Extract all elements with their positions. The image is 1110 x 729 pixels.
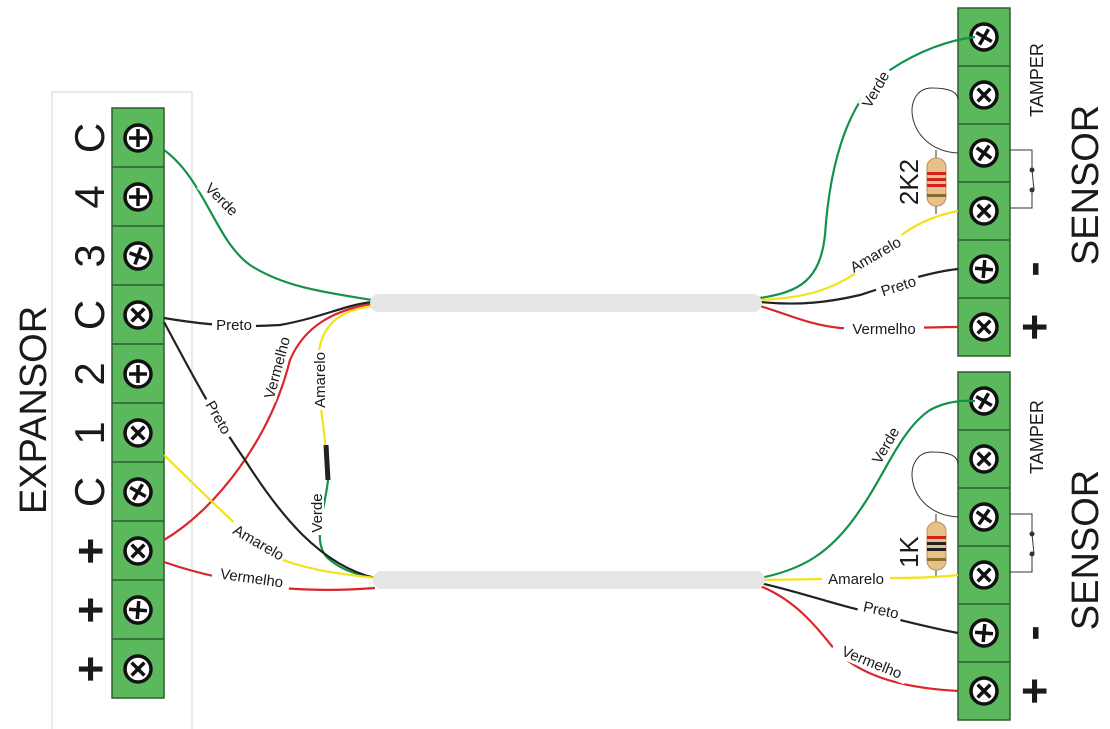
terminal-label: +	[64, 538, 116, 565]
tamper-switch	[1010, 149, 1033, 209]
screw-icon	[123, 182, 153, 212]
screw-icon	[123, 359, 153, 389]
screw-icon	[123, 536, 153, 566]
wire-green	[163, 149, 373, 302]
wire-label-preto: Preto	[202, 398, 235, 438]
wire-black	[759, 267, 959, 305]
sensor-top-screws	[969, 22, 999, 342]
wire-green	[318, 479, 376, 580]
wire-black	[163, 321, 376, 580]
expansor-panel	[51, 91, 193, 729]
tamper-loop	[911, 451, 959, 518]
wire-black	[163, 300, 373, 328]
sensor-bottom-screws	[969, 386, 999, 706]
screw-icon	[123, 241, 153, 271]
plus-label: +	[1008, 314, 1060, 341]
resistor-icon	[926, 514, 947, 578]
screw-icon	[123, 123, 153, 153]
wire-label-preto: Preto	[216, 317, 252, 334]
terminal-label: 2	[66, 362, 113, 385]
wire-label-preto: Preto	[862, 599, 901, 623]
wire-green	[759, 35, 976, 300]
resistor-icon	[926, 150, 947, 214]
tamper-label: TAMPER	[1027, 400, 1047, 474]
screw-icon	[969, 444, 999, 474]
screw-icon	[969, 502, 999, 532]
screw-icon	[123, 595, 153, 625]
sensor-top-terminal-strip	[957, 7, 1011, 357]
tamper-loop	[911, 87, 959, 154]
terminal-label: 4	[66, 185, 113, 208]
terminal-label: 1	[66, 421, 113, 444]
wire-red	[759, 304, 959, 330]
wire-label-verde: Verde	[859, 69, 893, 111]
terminal-label: C	[66, 477, 113, 507]
wire-red	[163, 302, 373, 541]
terminal-label: C	[66, 123, 113, 153]
tamper-switch	[1010, 513, 1033, 573]
screw-icon	[123, 418, 153, 448]
resistor-label: 2K2	[894, 159, 924, 205]
wire-label-amarelo: Amarelo	[847, 234, 904, 277]
plus-label: +	[1008, 678, 1060, 705]
wire-red	[759, 584, 959, 693]
screw-icon	[123, 300, 153, 330]
wire-label-amarelo: Amarelo	[230, 522, 287, 565]
resistor-label: 1K	[894, 535, 924, 567]
screw-icon	[969, 676, 999, 706]
cable-top	[370, 294, 762, 312]
cable-bottom	[373, 571, 765, 589]
sensor-bottom-terminal-strip	[957, 371, 1011, 721]
wire-label-vermelho: Vermelho	[219, 566, 284, 592]
wire-labels: Verde Preto Vermelho Amarelo Preto Verde…	[196, 64, 924, 685]
tamper-label: TAMPER	[1027, 43, 1047, 117]
screw-icon	[969, 196, 999, 226]
wire-label-amarelo: Amarelo	[828, 571, 884, 588]
terminal-label: 3	[66, 244, 113, 267]
expansor-title: EXPANSOR	[13, 306, 55, 514]
expansor-terminal-labels: C 4 3 C 2 1 C + + +	[64, 123, 116, 683]
wire-label-preto: Preto	[879, 273, 918, 300]
sensor-title: SENSOR	[1065, 470, 1107, 630]
screw-icon	[969, 138, 999, 168]
minus-label: -	[1006, 625, 1058, 640]
minus-label: -	[1006, 261, 1058, 276]
screw-icon	[969, 618, 999, 648]
terminal-label: C	[66, 300, 113, 330]
wire-label-vermelho: Vermelho	[852, 321, 915, 338]
screw-icon	[969, 22, 999, 52]
wire-label-vermelho: Vermelho	[261, 335, 294, 401]
screw-icon	[969, 560, 999, 590]
wire-label-verde: Verde	[309, 493, 326, 532]
wire-splice	[323, 444, 331, 481]
wire-label-verde: Verde	[201, 180, 241, 220]
screw-icon	[123, 477, 153, 507]
screw-icon	[123, 654, 153, 684]
screw-icon	[969, 312, 999, 342]
expansor-screws	[123, 123, 153, 684]
screw-icon	[969, 254, 999, 284]
terminal-label: +	[64, 597, 116, 624]
wire-label-amarelo: Amarelo	[312, 352, 329, 408]
screw-icon	[969, 386, 999, 416]
terminal-label: +	[64, 656, 116, 683]
sensor-title: SENSOR	[1065, 105, 1107, 265]
screw-icon	[969, 80, 999, 110]
wire-green	[759, 399, 976, 580]
